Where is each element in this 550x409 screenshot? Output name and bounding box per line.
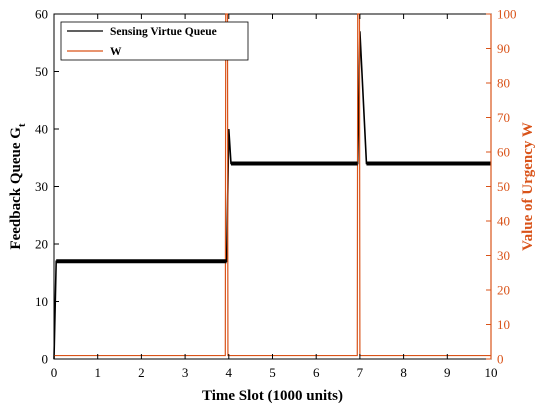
- series-layer: [53, 13, 491, 360]
- y-left-tick-label: 0: [42, 352, 49, 367]
- y-right-tick-label: 30: [497, 248, 510, 263]
- y-left-title-main: Feedback Queue G: [8, 127, 24, 250]
- x-tick-label: 9: [444, 365, 451, 380]
- y-left-axis-title: Feedback Queue Gt: [8, 123, 28, 250]
- y-right-tick-label: 50: [497, 179, 510, 194]
- x-tick-label: 2: [138, 365, 145, 380]
- plot-frame: [53, 13, 492, 360]
- y-left-tick-label: 10: [35, 294, 48, 309]
- legend: Sensing Virtue Queue W: [60, 21, 249, 61]
- y-right-axis: 0 10 20 30 40 50 60 70 80 90 100: [486, 7, 517, 367]
- y-left-tick-label: 60: [35, 7, 48, 22]
- x-tick-label: 1: [94, 365, 101, 380]
- y-right-tick-label: 90: [497, 41, 510, 56]
- x-tick-label: 10: [485, 365, 498, 380]
- y-right-tick-label: 100: [497, 7, 517, 22]
- x-tick-label: 6: [313, 365, 320, 380]
- y-right-tick-label: 0: [497, 352, 504, 367]
- y-left-tick-label: 40: [35, 122, 48, 137]
- series-line-sensing-virtue-queue: [53, 31, 491, 360]
- y-right-tick-label: 60: [497, 145, 510, 160]
- y-left-axis: 0 10 20 30 40 50 60: [35, 7, 59, 367]
- y-left-title-sub: t: [16, 123, 28, 127]
- legend-box: [60, 21, 249, 61]
- y-right-axis-title: Value of Urgency W: [520, 122, 536, 251]
- series-line-w: [54, 13, 491, 357]
- x-tick-label: 7: [357, 365, 364, 380]
- legend-label-w: W: [110, 46, 122, 58]
- y-right-tick-label: 70: [497, 110, 510, 125]
- y-right-tick-label: 80: [497, 76, 510, 91]
- x-axis-title: Time Slot (1000 units): [202, 388, 343, 404]
- x-tick-label: 4: [226, 365, 233, 380]
- y-left-tick-label: 20: [35, 237, 48, 252]
- legend-label-sensing-virtue-queue: Sensing Virtue Queue: [110, 26, 217, 38]
- y-left-tick-label: 30: [35, 179, 48, 194]
- x-tick-label: 3: [182, 365, 189, 380]
- plot-area: [53, 13, 492, 360]
- x-tick-label: 0: [51, 365, 58, 380]
- y-right-tick-label: 40: [497, 214, 510, 229]
- x-tick-label: 8: [400, 365, 407, 380]
- y-right-tick-label: 20: [497, 283, 510, 298]
- x-tick-label: 5: [269, 365, 276, 380]
- x-axis: 0 1 2 3 4 5 6 7 8 9 10: [51, 14, 498, 380]
- y-left-tick-label: 50: [35, 64, 48, 79]
- y-right-tick-label: 10: [497, 317, 510, 332]
